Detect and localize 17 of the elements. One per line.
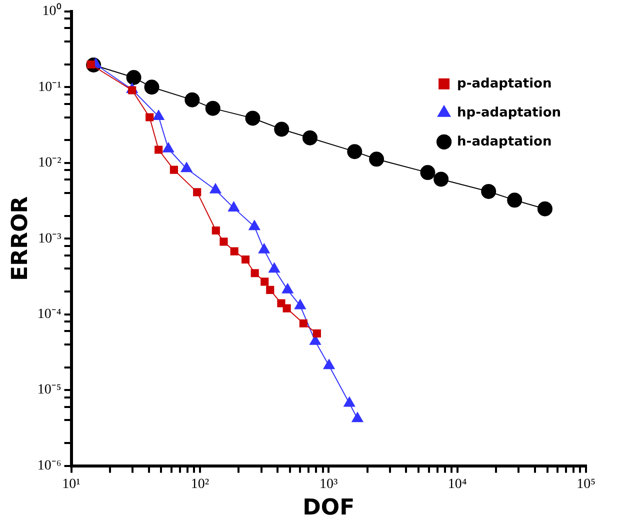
x-tick-label: 10¹	[62, 476, 80, 492]
y-tick-label: 10⁻²	[38, 156, 62, 171]
y-tick-label: 10⁻⁶	[37, 458, 62, 474]
legend-label: h-adaptation	[457, 134, 552, 150]
y-tick-label: 10⁰	[42, 3, 62, 20]
x-tick-label: 10³	[320, 476, 338, 492]
y-tick-label: 10⁻⁴	[37, 307, 62, 322]
x-axis-title: DOF	[302, 496, 355, 521]
x-tick-label: 10⁴	[448, 476, 467, 492]
y-tick-label: 10⁻³	[38, 231, 62, 246]
y-axis-title: ERROR	[8, 196, 33, 281]
y-tick-label: 10⁻⁵	[37, 382, 62, 398]
legend-label: hp-adaptation	[457, 105, 562, 120]
x-tick-label: 10²	[190, 476, 210, 492]
x-tick-label: 10⁵	[576, 476, 596, 492]
y-tick-label: 10⁻¹	[38, 80, 62, 95]
legend-label: p-adaptation	[457, 76, 552, 92]
